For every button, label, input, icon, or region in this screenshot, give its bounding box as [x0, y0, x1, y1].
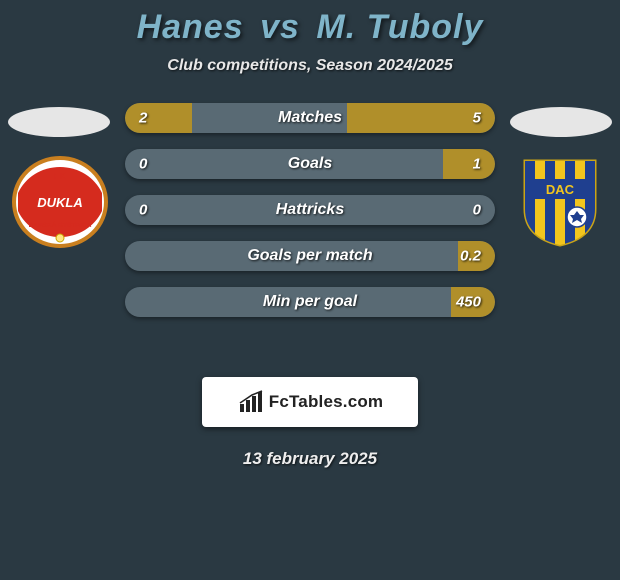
bar-value-left: 0	[139, 156, 147, 173]
svg-text:FK: FK	[54, 171, 66, 181]
bar-value-left: 0	[139, 202, 147, 219]
watermark: FcTables.com	[202, 377, 418, 427]
watermark-text: FcTables.com	[269, 392, 384, 412]
stat-row-goals-per-match: Goals per match0.2	[125, 241, 495, 271]
generation-date: 13 february 2025	[0, 449, 620, 469]
svg-text:DAC: DAC	[546, 182, 575, 197]
main-area: FK DUKLA BANSKÁ BYSTRICA	[0, 99, 620, 359]
dukla-badge-icon: FK DUKLA BANSKÁ BYSTRICA	[10, 155, 110, 249]
bar-value-right: 0.2	[460, 248, 481, 265]
svg-text:DUKLA: DUKLA	[37, 195, 83, 210]
svg-text:BANSKÁ BYSTRICA: BANSKÁ BYSTRICA	[29, 220, 92, 229]
infographic-root: Hanes vs M. Tuboly Club competitions, Se…	[0, 0, 620, 580]
stat-row-min-per-goal: Min per goal450	[125, 287, 495, 317]
dac-badge-icon: DAC	[513, 155, 607, 249]
stat-bars: Matches25Goals01Hattricks00Goals per mat…	[125, 103, 495, 333]
subtitle: Club competitions, Season 2024/2025	[0, 57, 620, 75]
bar-value-right: 450	[456, 294, 481, 311]
player2-name: M. Tuboly	[316, 8, 483, 46]
bar-value-left: 2	[139, 110, 147, 127]
bar-label: Goals	[125, 155, 495, 173]
bar-label: Hattricks	[125, 201, 495, 219]
player1-avatar-placeholder	[8, 107, 110, 137]
chart-icon	[237, 389, 265, 415]
stat-row-goals: Goals0 1	[125, 149, 495, 179]
vs-text: vs	[260, 8, 300, 46]
player1-name: Hanes	[137, 8, 244, 46]
bar-label: Goals per match	[125, 247, 495, 265]
bar-value-right: 5	[473, 110, 481, 127]
bar-value-right: 0	[473, 202, 481, 219]
bar-value-right: 1	[473, 156, 481, 173]
comparison-title: Hanes vs M. Tuboly	[0, 8, 620, 47]
player2-club-badge: DAC	[510, 155, 610, 249]
bar-label: Matches	[125, 109, 495, 127]
stat-row-hattricks: Hattricks0 0	[125, 195, 495, 225]
bar-label: Min per goal	[125, 293, 495, 311]
stat-row-matches: Matches2 5	[125, 103, 495, 133]
player1-club-badge: FK DUKLA BANSKÁ BYSTRICA	[10, 155, 110, 249]
player2-avatar-placeholder	[510, 107, 612, 137]
